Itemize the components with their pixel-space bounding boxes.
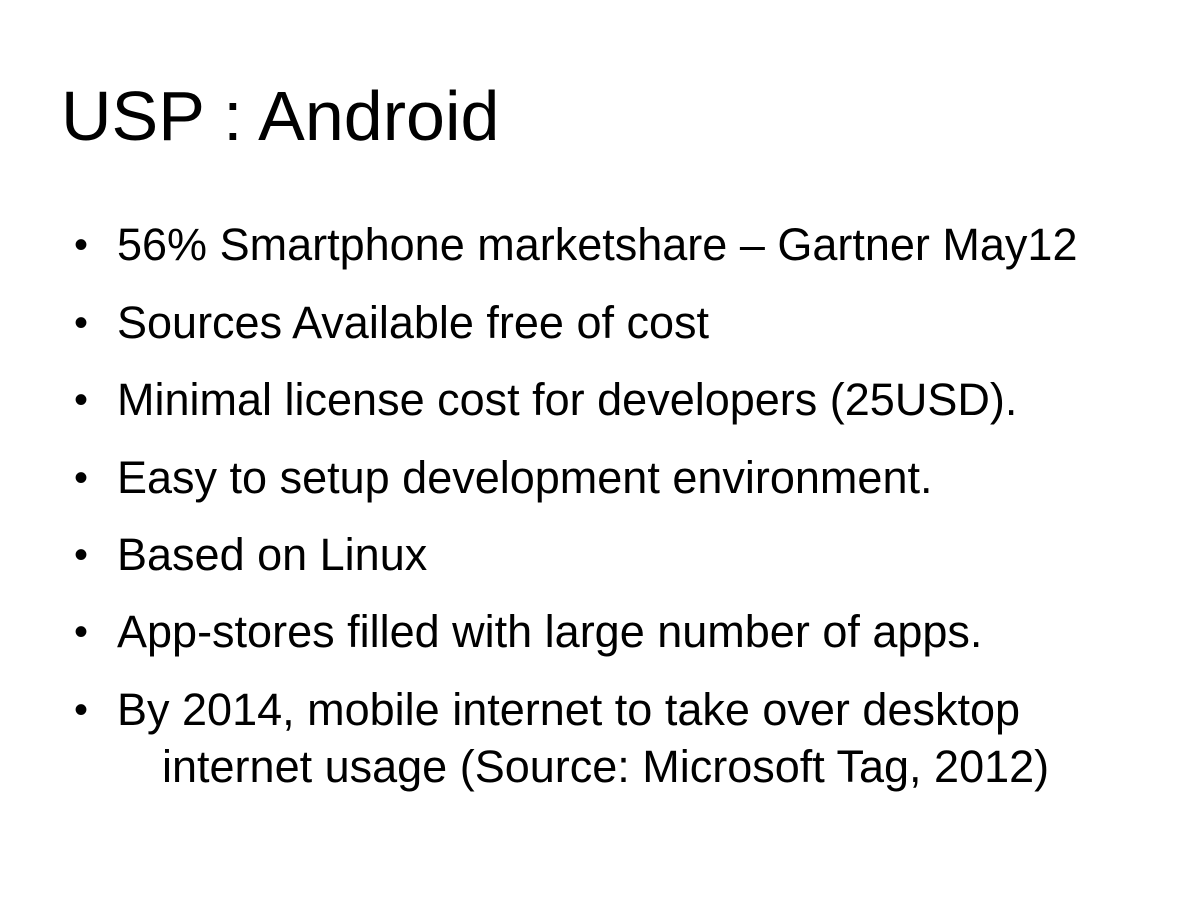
list-item-text: By 2014, mobile internet to take over de… xyxy=(117,684,1021,735)
bullet-icon: • xyxy=(74,610,89,654)
bullet-icon: • xyxy=(74,688,89,732)
list-item-text: App-stores filled with large number of a… xyxy=(117,606,983,657)
list-item-text: Easy to setup development environment. xyxy=(117,452,933,503)
bullet-icon: • xyxy=(74,456,89,500)
list-item-text: Sources Available free of cost xyxy=(117,297,710,348)
bullet-icon: • xyxy=(74,301,89,345)
bullet-icon: • xyxy=(74,223,89,267)
list-item-text: Minimal license cost for developers (25U… xyxy=(117,374,1018,425)
slide-title: USP : Android xyxy=(61,77,500,155)
list-item-text: 56% Smartphone marketshare – Gartner May… xyxy=(117,219,1078,270)
list-item-text: Based on Linux xyxy=(117,529,428,580)
list-item-text-continuation: internet usage (Source: Microsoft Tag, 2… xyxy=(162,741,1050,792)
bullet-icon: • xyxy=(74,378,89,422)
bullet-icon: • xyxy=(74,533,89,577)
